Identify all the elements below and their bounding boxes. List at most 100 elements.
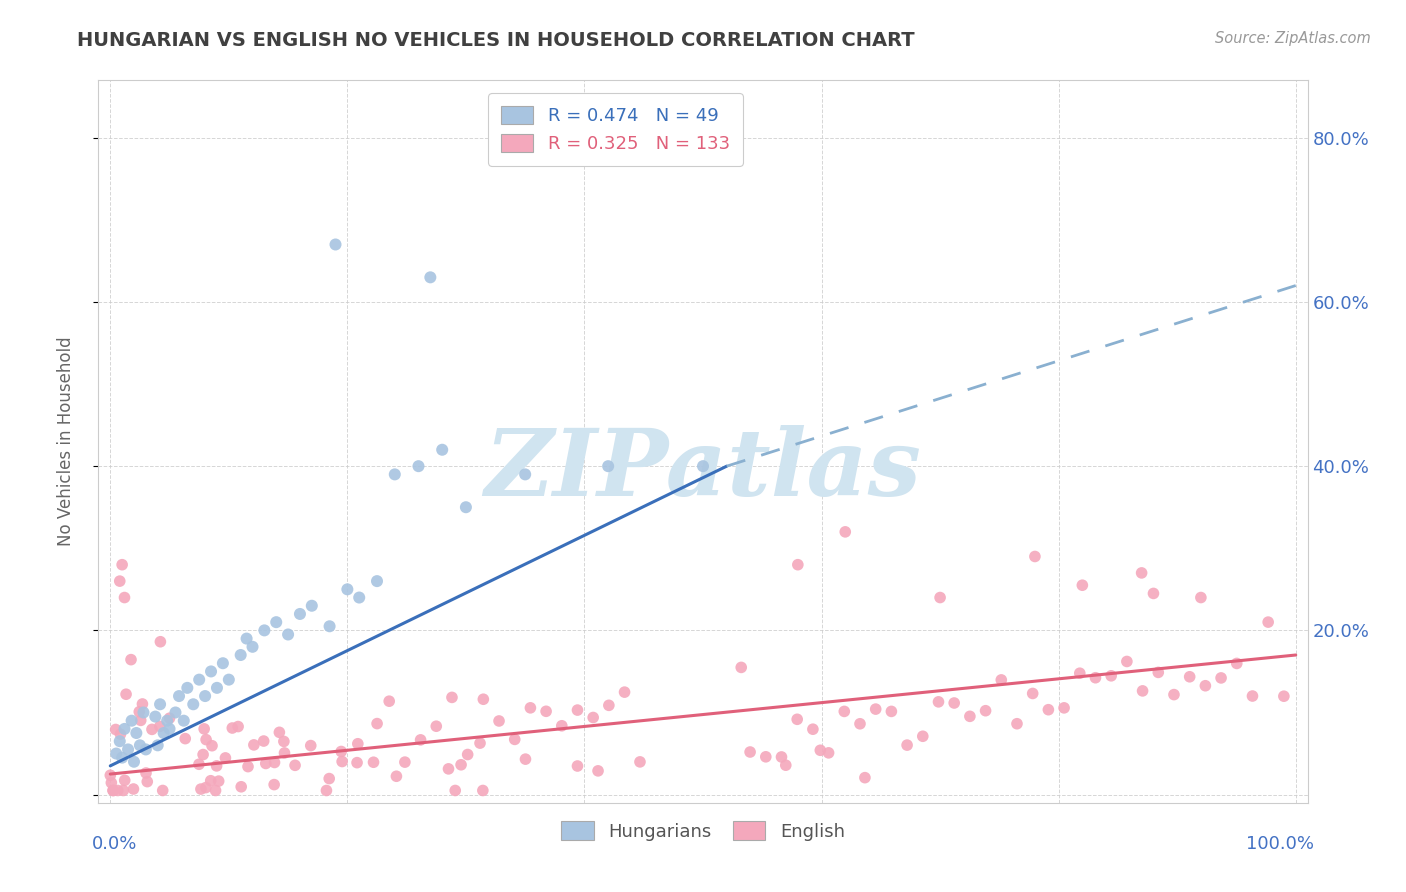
Point: [454, 500, 477, 515]
Point: [738, 745, 761, 759]
Point: [181, 698, 204, 712]
Point: [115, 687, 138, 701]
Point: [208, 774, 231, 789]
Point: [457, 747, 479, 762]
Point: [195, 732, 218, 747]
Text: ZIPatlas: ZIPatlas: [485, 425, 921, 516]
Point: [330, 755, 353, 769]
Point: [346, 756, 368, 770]
Point: [755, 749, 778, 764]
Point: [929, 591, 952, 605]
Point: [212, 657, 235, 671]
Point: [450, 757, 472, 772]
Point: [114, 591, 136, 605]
Point: [149, 719, 172, 733]
Point: [112, 783, 135, 797]
Point: [394, 755, 416, 769]
Point: [366, 574, 388, 588]
Point: [974, 704, 997, 718]
Point: [264, 615, 287, 630]
Point: [173, 714, 195, 728]
Point: [108, 574, 131, 588]
Point: [911, 729, 934, 743]
Point: [200, 665, 222, 679]
Point: [425, 719, 447, 733]
Point: [194, 780, 217, 795]
Point: [471, 783, 494, 797]
Point: [1115, 655, 1137, 669]
Point: [231, 780, 253, 794]
Point: [1163, 688, 1185, 702]
Point: [801, 723, 824, 737]
Point: [218, 673, 240, 687]
Point: [1257, 615, 1279, 629]
Point: [121, 714, 143, 728]
Point: [409, 732, 432, 747]
Point: [468, 736, 491, 750]
Point: [347, 591, 370, 605]
Point: [318, 619, 340, 633]
Point: [896, 738, 918, 752]
Point: [277, 627, 299, 641]
Text: 0.0%: 0.0%: [93, 835, 138, 854]
Point: [146, 739, 169, 753]
Point: [1053, 701, 1076, 715]
Point: [110, 727, 132, 741]
Point: [853, 771, 876, 785]
Point: [1147, 665, 1170, 680]
Point: [1099, 669, 1122, 683]
Point: [159, 711, 181, 725]
Point: [205, 759, 228, 773]
Point: [226, 720, 249, 734]
Point: [129, 714, 152, 728]
Point: [114, 773, 136, 788]
Point: [128, 705, 150, 719]
Point: [363, 756, 385, 770]
Point: [1194, 679, 1216, 693]
Point: [193, 722, 215, 736]
Point: [586, 764, 609, 778]
Point: [131, 697, 153, 711]
Point: [330, 744, 353, 758]
Point: [990, 673, 1012, 687]
Point: [432, 442, 454, 457]
Point: [336, 582, 359, 597]
Point: [437, 762, 460, 776]
Point: [834, 524, 856, 539]
Point: [273, 746, 295, 760]
Point: [188, 757, 211, 772]
Point: [221, 721, 243, 735]
Point: [1189, 591, 1212, 605]
Point: [136, 774, 159, 789]
Point: [129, 739, 152, 753]
Point: [730, 660, 752, 674]
Point: [135, 766, 157, 780]
Point: [243, 738, 266, 752]
Point: [135, 742, 157, 756]
Point: [440, 690, 463, 705]
Point: [880, 705, 903, 719]
Point: [692, 459, 714, 474]
Point: [200, 773, 222, 788]
Point: [269, 725, 291, 739]
Point: [114, 722, 136, 736]
Point: [567, 703, 589, 717]
Point: [159, 722, 181, 736]
Point: [122, 782, 145, 797]
Point: [284, 758, 307, 772]
Point: [444, 783, 467, 797]
Point: [582, 710, 605, 724]
Point: [1226, 657, 1249, 671]
Point: [254, 756, 277, 771]
Point: [132, 706, 155, 720]
Point: [98, 768, 121, 782]
Point: [770, 750, 793, 764]
Point: [775, 758, 797, 772]
Point: [204, 783, 226, 797]
Point: [194, 689, 217, 703]
Point: [120, 653, 142, 667]
Point: [1005, 716, 1028, 731]
Point: [229, 648, 252, 662]
Point: [1069, 666, 1091, 681]
Point: [1084, 671, 1107, 685]
